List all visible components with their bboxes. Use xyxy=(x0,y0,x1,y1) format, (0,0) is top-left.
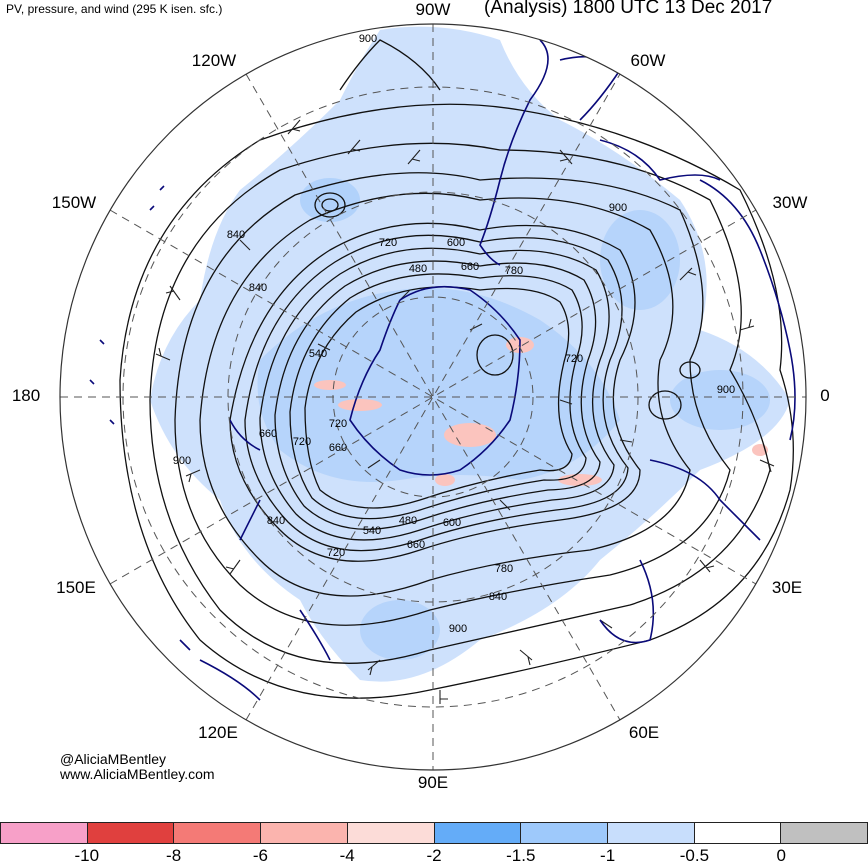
credit-website: www.AliciaMBentley.com xyxy=(60,766,215,782)
contour-label: 540 xyxy=(363,525,381,537)
contour-label: 600 xyxy=(447,237,465,249)
colorbar-tick-label: -2 xyxy=(426,846,442,865)
contour-label: 660 xyxy=(329,442,347,454)
map-boundary xyxy=(59,23,807,771)
colorbar-swatch xyxy=(434,822,522,844)
colorbar-tick-label: 0 xyxy=(776,846,786,865)
lon-label-120w: 120W xyxy=(191,51,237,70)
contour-label: 900 xyxy=(173,455,191,467)
lon-label-60e: 60E xyxy=(628,723,660,742)
map-title: (Analysis) 1800 UTC 13 Dec 2017 xyxy=(484,0,773,18)
contour-label: 780 xyxy=(495,563,513,575)
lon-label-60w: 60W xyxy=(630,51,666,70)
contour-label: 720 xyxy=(565,353,583,365)
colorbar-swatch xyxy=(0,822,88,844)
map-subtitle: PV, pressure, and wind (295 K isen. sfc.… xyxy=(6,2,223,16)
lon-label-150e: 150E xyxy=(56,578,96,597)
lon-label-30e: 30E xyxy=(771,578,803,597)
contour-label: 600 xyxy=(443,517,461,529)
contour-label: 660 xyxy=(407,539,425,551)
colorbar-swatch xyxy=(694,822,782,844)
colorbar-swatch xyxy=(607,822,695,844)
lon-label-30w: 30W xyxy=(772,193,808,212)
contour-label: 840 xyxy=(249,282,267,294)
contour-label: 720 xyxy=(327,547,345,559)
colorbar-tick-label: -6 xyxy=(252,846,268,865)
contour-label: 480 xyxy=(409,263,427,275)
graticule xyxy=(60,24,806,770)
colorbar-tick-label: -1.5 xyxy=(506,846,536,865)
contour-labels: 900 840 720 600 480 660 780 540 720 900 … xyxy=(173,33,735,635)
pv-shading xyxy=(150,26,790,682)
lon-label-90w: 90W xyxy=(415,0,451,19)
lon-label-0: 0 xyxy=(820,386,830,405)
contour-label: 780 xyxy=(505,265,523,277)
lon-label-90e: 90E xyxy=(417,773,449,792)
contour-label: 660 xyxy=(461,261,479,273)
colorbar-tick-label: -1 xyxy=(600,846,616,865)
contour-label: 720 xyxy=(379,237,397,249)
wind-barbs xyxy=(155,119,775,704)
pressure-contours xyxy=(119,39,794,699)
lon-label-150w: 150W xyxy=(51,193,97,212)
contour-label: 720 xyxy=(329,418,347,430)
colorbar-swatch xyxy=(521,822,608,844)
contour-label: 840 xyxy=(267,515,285,527)
colorbar-tick-label: -10 xyxy=(74,846,100,865)
polar-map: 900 840 720 600 480 660 780 540 720 900 … xyxy=(59,23,807,771)
colorbar-swatch xyxy=(781,822,868,844)
colorbar xyxy=(0,822,868,844)
credit-handle: @AliciaMBentley xyxy=(60,751,167,767)
contour-label: 540 xyxy=(309,348,327,360)
contour-label: 720 xyxy=(293,436,311,448)
colorbar-swatch xyxy=(261,822,348,844)
coastlines xyxy=(89,39,796,701)
colorbar-swatch xyxy=(87,822,175,844)
colorbar-tick-label: -8 xyxy=(166,846,182,865)
lon-label-180: 180 xyxy=(11,386,41,405)
contour-label: 900 xyxy=(717,384,735,396)
contour-label: 840 xyxy=(227,229,245,241)
colorbar-tick-label: -0.5 xyxy=(679,846,710,865)
contour-label: 900 xyxy=(449,623,467,635)
contour-label: 840 xyxy=(489,591,507,603)
lon-label-120e: 120E xyxy=(198,723,238,742)
colorbar-swatch xyxy=(347,822,435,844)
contour-label: 900 xyxy=(359,33,377,45)
contour-label: 660 xyxy=(259,428,277,440)
colorbar-swatch xyxy=(174,822,262,844)
contour-label: 900 xyxy=(609,202,627,214)
colorbar-tick-label: -4 xyxy=(339,846,355,865)
contour-label: 480 xyxy=(399,515,417,527)
